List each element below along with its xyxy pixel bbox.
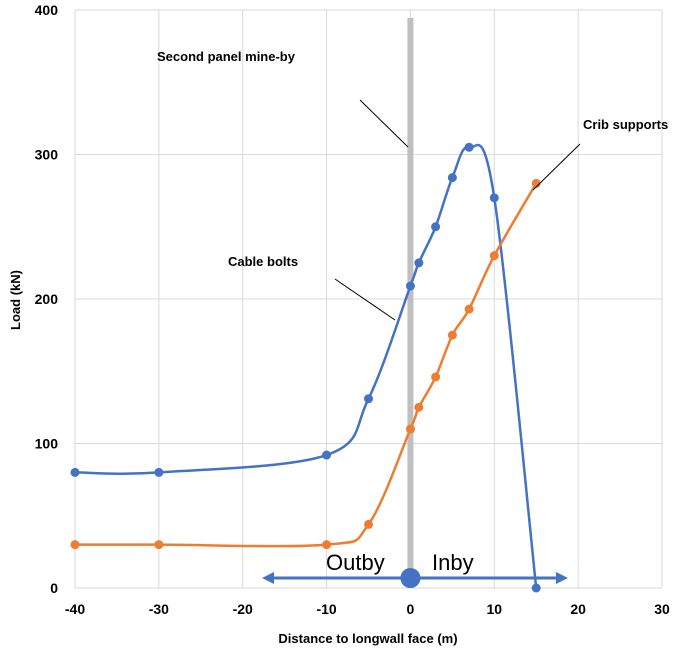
face-position-marker — [400, 568, 421, 588]
mine-by-annotation: Second panel mine-by — [157, 49, 296, 64]
x-tick-label: 0 — [407, 601, 415, 617]
cable-bolts-leader — [334, 278, 396, 321]
data-point — [464, 304, 474, 314]
data-point — [489, 193, 499, 203]
arrow-head-left — [262, 572, 274, 584]
data-point — [322, 540, 332, 550]
data-point — [154, 540, 164, 550]
data-point — [431, 372, 441, 382]
series-line-cable-bolts — [74, 143, 538, 589]
data-point — [447, 173, 457, 183]
data-point — [154, 467, 164, 477]
data-point — [322, 450, 332, 460]
data-point — [531, 583, 541, 593]
mine-by-leader — [359, 99, 409, 148]
x-tick-label: -30 — [149, 601, 169, 617]
x-tick-label: 10 — [486, 601, 502, 617]
data-point — [531, 178, 541, 188]
y-tick-label: 200 — [35, 291, 59, 307]
y-tick-label: 100 — [35, 436, 59, 452]
y-tick-label: 300 — [35, 147, 59, 163]
x-tick-label: 30 — [654, 601, 670, 617]
crib-supports-leader — [532, 143, 581, 191]
data-point — [70, 467, 80, 477]
data-point — [414, 402, 424, 412]
y-tick-label: 0 — [50, 580, 58, 596]
x-tick-label: -10 — [316, 601, 336, 617]
data-point — [414, 258, 424, 268]
data-point — [405, 281, 415, 291]
x-tick-label: -20 — [233, 601, 253, 617]
mine-by-marker — [407, 18, 414, 588]
arrow-head-right — [556, 572, 568, 584]
inby-label: Inby — [432, 550, 474, 575]
y-tick-label: 400 — [35, 2, 59, 18]
data-point — [489, 251, 499, 261]
data-point — [431, 222, 441, 232]
direction-arrow — [262, 568, 568, 588]
data-point — [405, 424, 415, 434]
data-point — [70, 540, 80, 550]
data-point — [447, 330, 457, 340]
grid — [74, 9, 663, 589]
x-tick-label: 20 — [570, 601, 586, 617]
data-point — [464, 142, 474, 152]
data-point — [364, 394, 373, 404]
series-line-crib-supports — [75, 182, 538, 548]
outby-label: Outby — [326, 550, 385, 575]
data-point — [364, 519, 373, 529]
series-group — [70, 142, 541, 593]
x-tick-label: -40 — [65, 601, 85, 617]
cable-bolts-annotation: Cable bolts — [228, 254, 298, 269]
crib-supports-annotation: Crib supports — [583, 117, 668, 132]
x-axis-title: Distance to longwall face (m) — [278, 631, 457, 646]
y-axis-title: Load (kN) — [8, 270, 23, 330]
